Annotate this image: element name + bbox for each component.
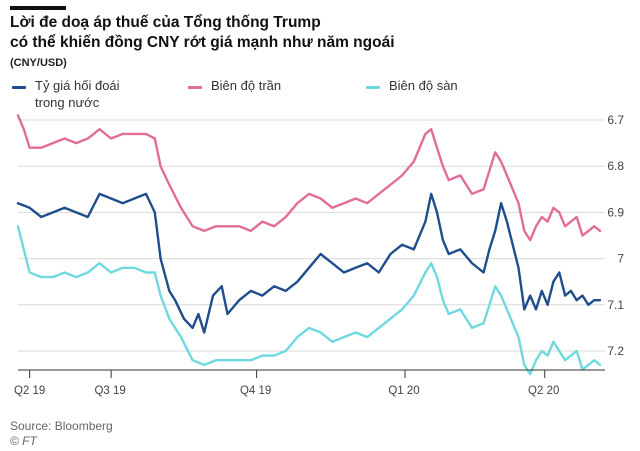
x-tick-label: Q4 19 <box>240 385 271 397</box>
header-accent-bar <box>10 6 66 10</box>
x-tick-label: Q1 20 <box>388 385 419 397</box>
y-tick-label: 7 <box>617 252 624 266</box>
y-tick-label: 7.2 <box>607 344 624 358</box>
grid-layer <box>18 119 605 352</box>
x-tick-label: Q3 19 <box>94 385 125 397</box>
legend-item-lower: Biên độ sàn <box>389 77 458 94</box>
series-line-lower <box>16 225 602 376</box>
legend-swatch-domestic <box>12 86 26 89</box>
legend-swatch-upper <box>188 86 202 89</box>
y-tick-label: 6.9 <box>607 205 624 219</box>
unit-label: (CNY/USD) <box>10 57 67 69</box>
ft-credit: © FT <box>10 434 37 448</box>
legend-swatch-lower <box>366 86 380 89</box>
series-layer <box>16 114 602 376</box>
series-line-upper <box>16 114 602 242</box>
chart-title: Lời đe doạ áp thuế của Tổng thống Trump … <box>10 13 395 53</box>
source-note: Source: Bloomberg <box>10 419 113 433</box>
title-line-1: Lời đe doạ áp thuế của Tổng thống Trump <box>10 14 321 31</box>
axis-layer: 6.7 6.8 6.9 7 7.1 7.2 Q2 19 Q3 19 Q4 19 Q1 20 Q2 2… <box>14 113 624 397</box>
y-tick-label: 6.8 <box>607 159 624 173</box>
y-tick-label: 7.1 <box>607 298 624 312</box>
legend-label-upper: Biên độ trần <box>211 78 282 93</box>
x-tick-label: Q2 20 <box>528 385 559 397</box>
legend-label-domestic-line2: trong nước <box>35 95 100 110</box>
legend-item-upper: Biên độ trần <box>211 77 281 94</box>
title-line-2: có thể khiến đồng CNY rớt giá mạnh như n… <box>10 34 395 51</box>
legend-label-lower: Biên độ sàn <box>389 78 458 93</box>
x-tick-label: Q2 19 <box>14 385 45 397</box>
legend-label-domestic-line1: Tỷ giá hối đoái <box>35 78 120 93</box>
legend-item-domestic: Tỷ giá hối đoái trong nước <box>35 77 120 111</box>
y-tick-label: 6.7 <box>607 113 624 127</box>
series-line-domestic <box>16 192 602 334</box>
